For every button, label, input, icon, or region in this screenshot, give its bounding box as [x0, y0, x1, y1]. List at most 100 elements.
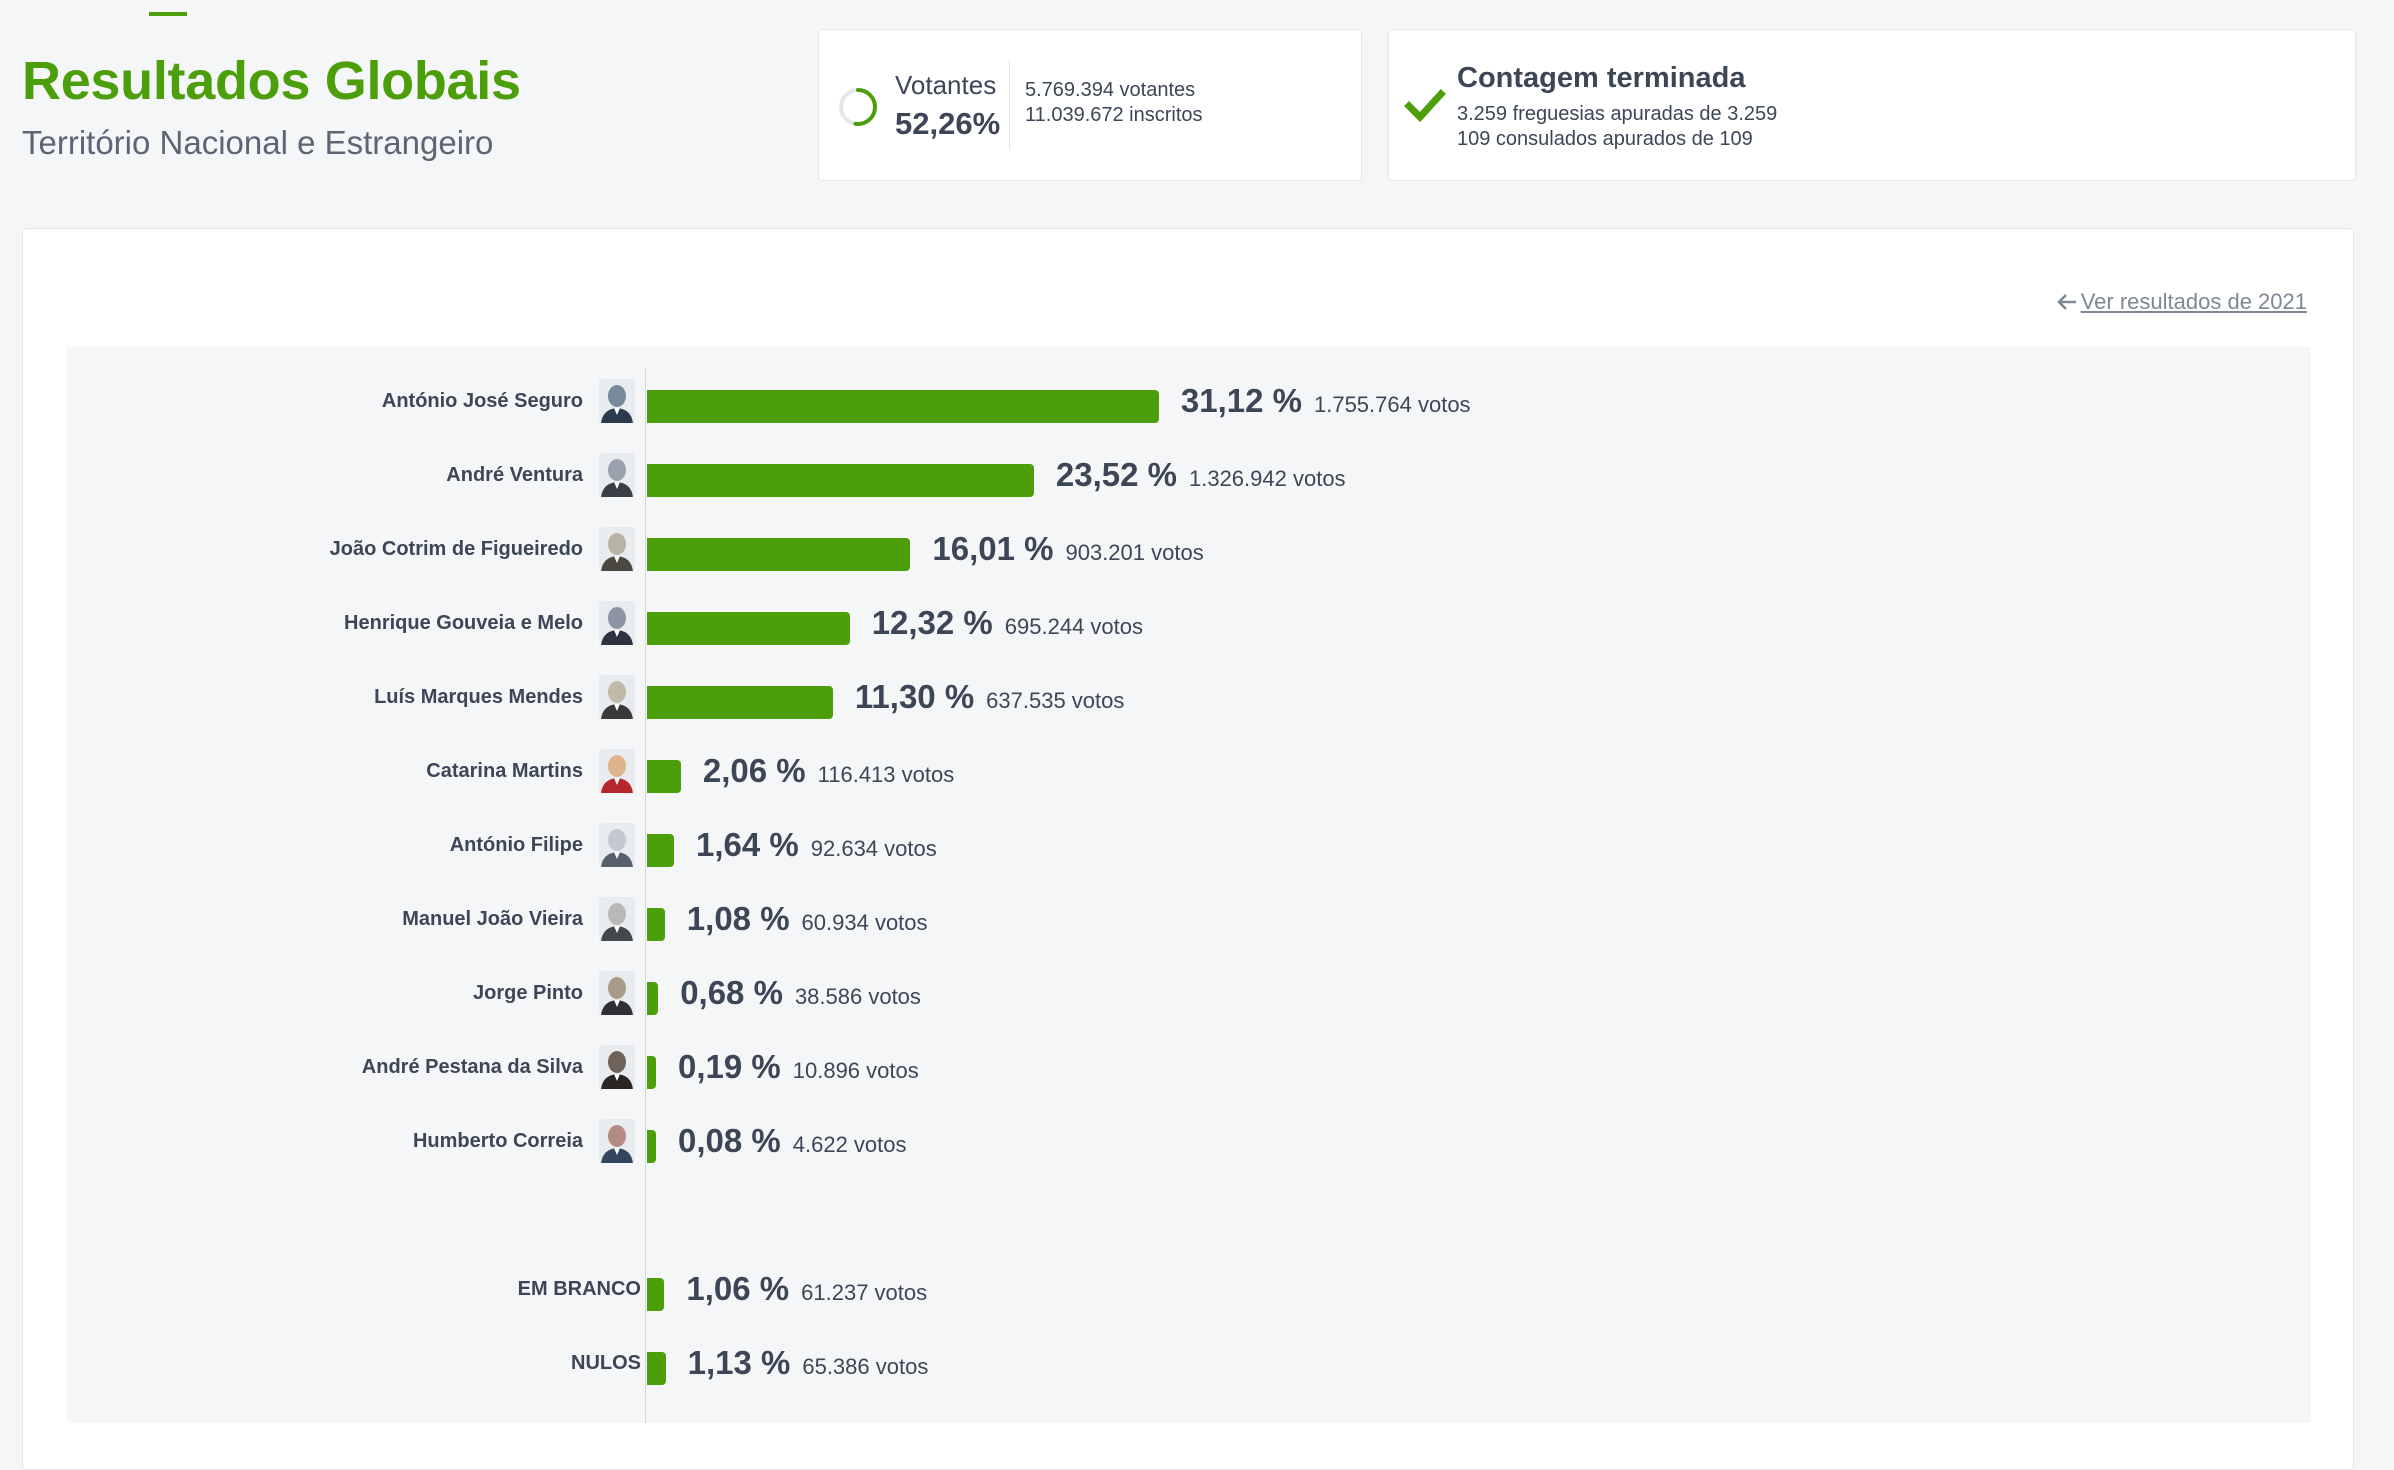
candidate-name: Manuel João Vieira: [402, 908, 583, 930]
candidate-name: Henrique Gouveia e Melo: [344, 612, 583, 634]
candidate-avatar: [599, 971, 635, 1015]
candidate-row: Henrique Gouveia e Melo 12,32 % 695.244 vo…: [67, 601, 2311, 645]
voters-percent: 52,26%: [895, 106, 1001, 141]
votes-label: 1.326.942 votos: [1188, 466, 1346, 491]
percent-label: 2,06 %: [702, 752, 806, 789]
candidate-name: António José Seguro: [381, 390, 583, 412]
result-bar: [647, 834, 674, 867]
result-value: 0,08 % 4.622 votos: [678, 1119, 907, 1163]
candidate-name: Luís Marques Mendes: [374, 686, 583, 708]
result-bar: [647, 686, 833, 719]
result-bar: [647, 1278, 665, 1311]
voters-count: 5.769.394 votantes: [1025, 79, 1196, 101]
candidate-name: André Pestana da Silva: [361, 1056, 583, 1078]
registered-count: 11.039.672 inscritos: [1025, 104, 1203, 126]
candidate-row: Luís Marques Mendes 11,30 % 637.535 votos: [67, 675, 2311, 719]
count-status-card: Contagem terminada 3.259 freguesias apur…: [1388, 29, 2356, 181]
page-subtitle: Território Nacional e Estrangeiro: [22, 124, 494, 161]
result-value: 1,08 % 60.934 votos: [687, 897, 928, 941]
result-value: 2,06 % 116.413 votos: [703, 749, 954, 793]
votes-label: 65.386 votos: [802, 1354, 929, 1379]
candidate-row: André Ventura 23,52 % 1.326.942 votos: [67, 453, 2311, 497]
result-value: 12,32 % 695.244 votos: [872, 601, 1143, 645]
candidate-row: Humberto Correia 0,08 % 4.622 votos: [67, 1119, 2311, 1163]
result-label: NULOS: [571, 1352, 641, 1374]
previous-results-link[interactable]: Ver resultados de 2021: [2056, 289, 2307, 315]
candidate-name: António Filipe: [449, 834, 583, 856]
result-value: 1,06 % 61.237 votos: [686, 1267, 927, 1311]
candidate-row: António José Seguro 31,12 % 1.755.764 voto…: [67, 379, 2311, 423]
percent-label: 12,32 %: [871, 604, 993, 641]
result-bar: [647, 538, 911, 571]
results-chart: António José Seguro 31,12 % 1.755.764 voto…: [67, 347, 2311, 1423]
percent-label: 1,06 %: [686, 1270, 790, 1307]
result-bar: [647, 1352, 666, 1385]
votes-label: 38.586 votos: [794, 984, 921, 1009]
percent-label: 1,13 %: [687, 1344, 791, 1381]
result-value: 1,13 % 65.386 votos: [688, 1341, 929, 1385]
voters-card: Votantes 52,26% 5.769.394 votantes 11.03…: [818, 29, 1362, 181]
result-value: 31,12 % 1.755.764 votos: [1181, 379, 1471, 423]
result-bar: [647, 760, 681, 793]
result-value: 23,52 % 1.326.942 votos: [1056, 453, 1346, 497]
percent-label: 23,52 %: [1055, 456, 1177, 493]
percent-label: 11,30 %: [854, 678, 975, 715]
candidate-row: Manuel João Vieira 1,08 % 60.934 votos: [67, 897, 2311, 941]
candidate-avatar: [599, 1119, 635, 1163]
votes-label: 695.244 votos: [1004, 614, 1144, 639]
percent-label: 1,08 %: [686, 900, 790, 937]
votes-label: 1.755.764 votos: [1313, 392, 1471, 417]
page-title: Resultados Globais: [22, 51, 521, 111]
parishes-count: 3.259 freguesias apuradas de 3.259: [1457, 103, 1778, 125]
candidate-avatar: [599, 601, 635, 645]
votes-label: 92.634 votos: [810, 836, 937, 861]
votes-label: 903.201 votos: [1065, 540, 1204, 565]
candidate-name: Catarina Martins: [426, 760, 583, 782]
result-value: 11,30 % 637.535 votos: [855, 675, 1125, 719]
candidate-avatar: [599, 527, 635, 571]
result-bar: [647, 908, 665, 941]
candidate-avatar: [599, 749, 635, 793]
percent-label: 31,12 %: [1180, 382, 1302, 419]
result-bar: [647, 464, 1034, 497]
candidate-row: André Pestana da Silva 0,19 % 10.896 votos: [67, 1045, 2311, 1089]
percent-label: 0,68 %: [680, 974, 783, 1011]
candidate-avatar: [599, 675, 635, 719]
result-value: 1,64 % 92.634 votos: [696, 823, 937, 867]
votes-label: 61.237 votos: [801, 1280, 928, 1305]
candidate-avatar: [599, 897, 635, 941]
result-value: 0,19 % 10.896 votos: [678, 1045, 919, 1089]
previous-results-label: Ver resultados de 2021: [2080, 289, 2307, 314]
voters-label: Votantes: [895, 70, 997, 100]
check-icon: [1403, 86, 1447, 126]
result-bar: [647, 1056, 656, 1089]
votes-label: 10.896 votos: [792, 1058, 919, 1083]
result-label: EM BRANCO: [517, 1278, 641, 1300]
result-bar: [647, 390, 1159, 423]
consulates-count: 109 consulados apurados de 109: [1457, 128, 1753, 150]
turnout-ring-icon: [837, 86, 879, 128]
result-value: 0,68 % 38.586 votos: [680, 971, 921, 1015]
divider: [1009, 60, 1010, 150]
candidate-row: Catarina Martins 2,06 % 116.413 votos: [67, 749, 2311, 793]
candidate-avatar: [599, 453, 635, 497]
percent-label: 0,08 %: [678, 1122, 781, 1159]
result-bar: [647, 982, 659, 1015]
other-result-row: NULOS 1,13 % 65.386 votos: [67, 1341, 2311, 1385]
percent-label: 1,64 %: [696, 826, 799, 863]
other-result-row: EM BRANCO 1,06 % 61.237 votos: [67, 1267, 2311, 1311]
candidate-avatar: [599, 1045, 635, 1089]
percent-label: 0,19 %: [678, 1048, 781, 1085]
candidate-name: Jorge Pinto: [472, 982, 583, 1004]
candidate-avatar: [599, 379, 635, 423]
percent-label: 16,01 %: [932, 530, 1054, 567]
candidate-row: António Filipe 1,64 % 92.634 votos: [67, 823, 2311, 867]
votes-label: 637.535 votos: [986, 688, 1125, 713]
votes-label: 116.413 votos: [817, 762, 955, 787]
candidate-row: João Cotrim de Figueiredo 16,01 % 903.201 …: [67, 527, 2311, 571]
candidate-name: André Ventura: [446, 464, 583, 486]
results-card: Ver resultados de 2021 António José Segu…: [22, 228, 2354, 1470]
candidate-name: Humberto Correia: [412, 1130, 583, 1152]
top-accent-bar: [149, 12, 187, 16]
chart-axis: [645, 369, 646, 1423]
